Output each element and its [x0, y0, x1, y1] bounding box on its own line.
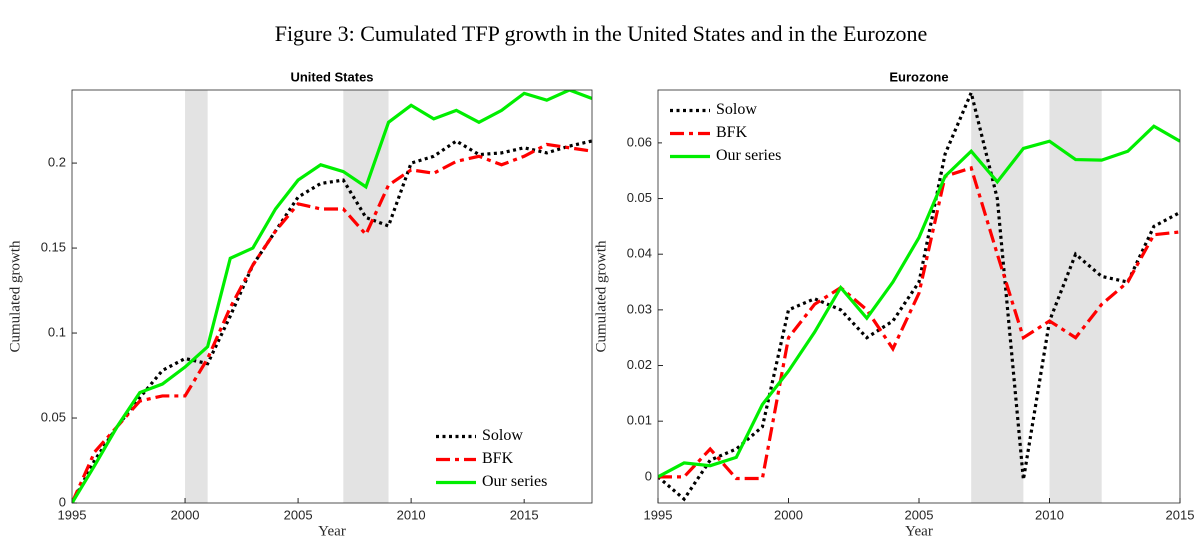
- y-tick-label: 0.02: [627, 357, 652, 372]
- x-axis-label: Year: [318, 523, 346, 539]
- y-tick-label: 0: [645, 468, 652, 483]
- series-line: [658, 165, 1180, 481]
- series-line: [658, 124, 1180, 479]
- x-tick-label: 2010: [397, 507, 426, 522]
- x-tick-label: 2000: [774, 507, 803, 522]
- x-tick-label: 2015: [510, 507, 539, 522]
- legend-label: Solow: [482, 427, 523, 444]
- y-tick-label: 0.06: [627, 134, 652, 149]
- figure-title: Figure 3: Cumulated TFP growth in the Un…: [275, 21, 928, 46]
- x-axis-label: Year: [905, 523, 933, 539]
- axes-box: [71, 89, 593, 504]
- legend-label: BFK: [716, 124, 748, 141]
- y-tick-label: 0.01: [627, 413, 652, 428]
- legend-box: [428, 420, 588, 499]
- y-tick-label: 0.03: [627, 301, 652, 316]
- shaded-period: [1049, 90, 1102, 503]
- shaded-period: [971, 90, 1024, 503]
- shaded-period: [343, 90, 389, 503]
- y-tick-label: 0.05: [41, 409, 66, 424]
- legend-box: [662, 94, 822, 173]
- series-line: [72, 139, 592, 503]
- legend-label: BFK: [482, 450, 514, 467]
- y-axis-label: Cumulated growth: [7, 240, 23, 353]
- y-tick-label: 0.05: [627, 190, 652, 205]
- legend-label: Solow: [716, 101, 757, 118]
- series-line: [658, 90, 1180, 502]
- y-tick-label: 0: [59, 494, 66, 509]
- x-tick-label: 2005: [905, 507, 934, 522]
- shaded-period: [185, 90, 208, 503]
- x-tick-label: 2000: [171, 507, 200, 522]
- series-line: [72, 90, 592, 503]
- panel-title: United States: [290, 69, 373, 84]
- legend-label: Our series: [716, 147, 781, 164]
- x-tick-label: 1995: [58, 507, 87, 522]
- x-tick-label: 2010: [1035, 507, 1064, 522]
- axes-box: [657, 89, 1181, 504]
- x-tick-label: 1995: [644, 507, 673, 522]
- y-tick-label: 0.1: [48, 324, 66, 339]
- y-tick-label: 0.15: [41, 239, 66, 254]
- y-tick-label: 0.2: [48, 155, 66, 170]
- y-tick-label: 0.04: [627, 246, 652, 261]
- y-axis-label: Cumulated growth: [593, 240, 609, 353]
- x-tick-label: 2005: [284, 507, 313, 522]
- legend-label: Our series: [482, 473, 547, 490]
- series-line: [72, 142, 592, 503]
- x-tick-label: 2015: [1166, 507, 1195, 522]
- panel-title: Eurozone: [889, 69, 948, 84]
